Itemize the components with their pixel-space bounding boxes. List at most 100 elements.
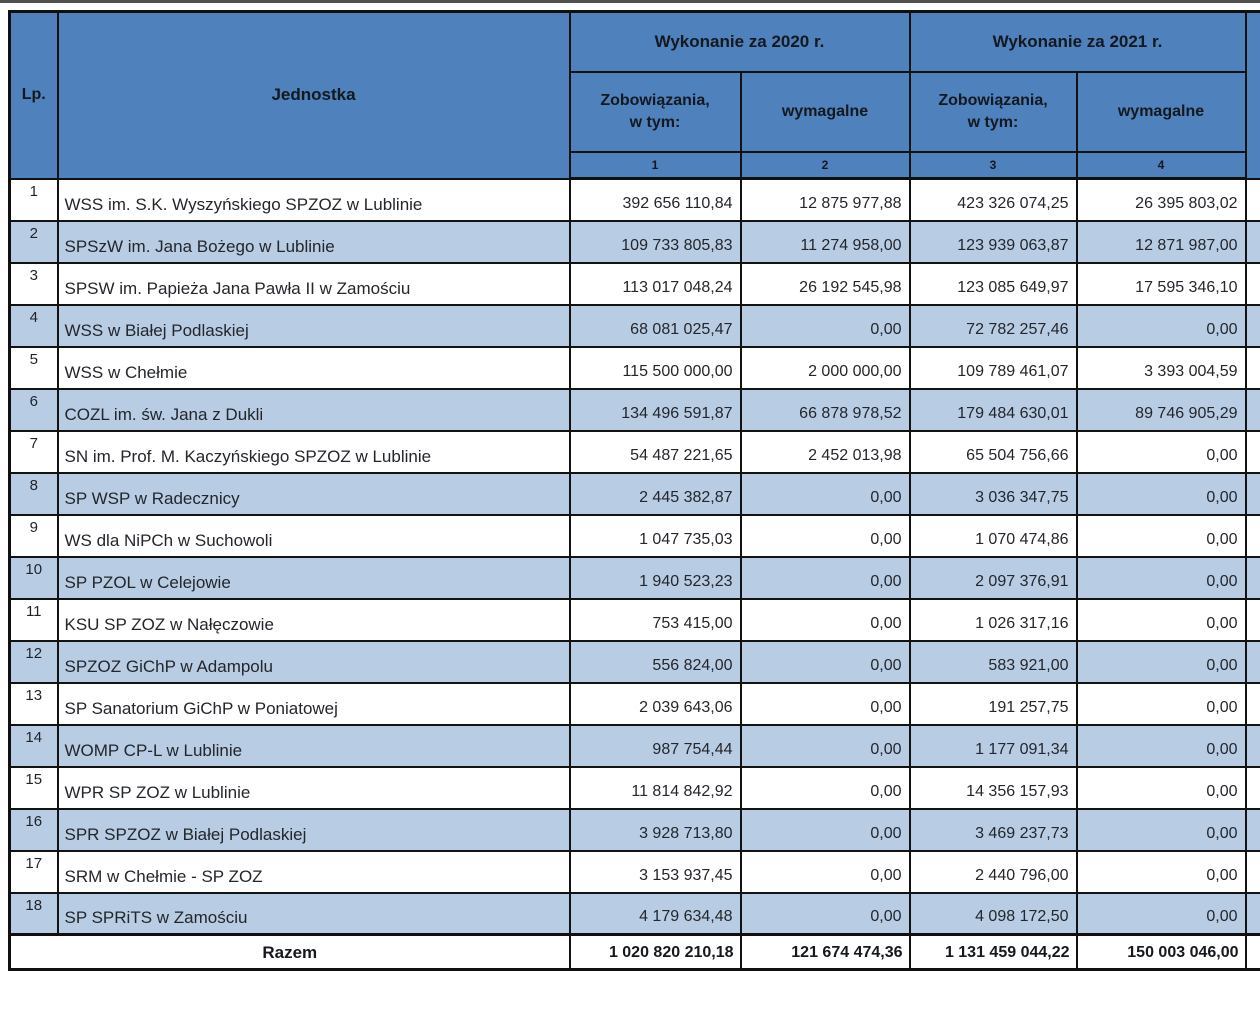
- cutoff-cell: [1244, 723, 1260, 768]
- col-header-wymagalne-2021: wymagalne: [1075, 70, 1247, 153]
- amount-2020-wymagalne: 0,00: [739, 891, 911, 936]
- row-number: 12: [8, 639, 59, 684]
- table-row: 14 WOMP CP-L w Lublinie 987 754,44 0,00 1 17…: [8, 723, 1260, 768]
- unit-name: WSS w Chełmie: [56, 345, 571, 390]
- table-row: 11 KSU SP ZOZ w Nałęczowie 753 415,00 0,00 1…: [8, 597, 1260, 642]
- unit-name: SP SPRiTS w Zamościu: [56, 891, 571, 936]
- amount-2020-zobowiazania: 4 179 634,48: [568, 891, 742, 936]
- row-number: 7: [8, 429, 59, 474]
- cutoff-cell: [1244, 177, 1260, 222]
- row-number: 5: [8, 345, 59, 390]
- table-row: 2 SPSzW im. Jana Bożego w Lublinie 109 733…: [8, 219, 1260, 264]
- cutoff-cell: [1244, 513, 1260, 558]
- cutoff-cell: [1244, 387, 1260, 432]
- amount-2020-zobowiazania: 68 081 025,47: [568, 303, 742, 348]
- cutoff-cell: [1244, 261, 1260, 306]
- row-number: 17: [8, 849, 59, 894]
- amount-2021-zobowiazania: 109 789 461,07: [908, 345, 1078, 390]
- col-number-4: 4: [1075, 150, 1247, 180]
- col-number-2: 2: [739, 150, 911, 180]
- col-group-2021: Wykonanie za 2021 r.: [908, 10, 1247, 73]
- unit-name: SPSzW im. Jana Bożego w Lublinie: [56, 219, 571, 264]
- cutoff-next-column: [1244, 10, 1260, 180]
- liabilities-table: Lp. Jednostka Wykonanie za 2020 r. Wykon…: [8, 10, 1260, 971]
- table-row: 7 SN im. Prof. M. Kaczyńskiego SPZOZ w Lu…: [8, 429, 1260, 474]
- amount-2020-wymagalne: 0,00: [739, 555, 911, 600]
- row-number: 11: [8, 597, 59, 642]
- amount-2021-zobowiazania: 2 097 376,91: [908, 555, 1078, 600]
- amount-2020-zobowiazania: 115 500 000,00: [568, 345, 742, 390]
- table-row: 10 SP PZOL w Celejowie 1 940 523,23 0,00 2 0…: [8, 555, 1260, 600]
- amount-2020-zobowiazania: 113 017 048,24: [568, 261, 742, 306]
- header-number-row: 1 2 3 4: [10, 150, 1260, 180]
- row-number: 3: [8, 261, 59, 306]
- amount-2020-wymagalne: 66 878 978,52: [739, 387, 911, 432]
- amount-2020-zobowiazania: 11 814 842,92: [568, 765, 742, 810]
- amount-2021-zobowiazania: 123 085 649,97: [908, 261, 1078, 306]
- cutoff-cell: [1244, 345, 1260, 390]
- col-group-2020: Wykonanie za 2020 r.: [568, 10, 911, 73]
- amount-2021-wymagalne: 0,00: [1075, 807, 1247, 852]
- amount-2020-wymagalne: 0,00: [739, 765, 911, 810]
- amount-2021-wymagalne: 89 746 905,29: [1075, 387, 1247, 432]
- amount-2020-zobowiazania: 3 153 937,45: [568, 849, 742, 894]
- table-row: 3 SPSW im. Papieża Jana Pawła II w Zamośc…: [8, 261, 1260, 306]
- amount-2020-zobowiazania: 987 754,44: [568, 723, 742, 768]
- amount-2021-zobowiazania: 3 469 237,73: [908, 807, 1078, 852]
- amount-2021-zobowiazania: 123 939 063,87: [908, 219, 1078, 264]
- amount-2020-wymagalne: 0,00: [739, 723, 911, 768]
- cutoff-cell: [1244, 933, 1260, 971]
- amount-2021-wymagalne: 0,00: [1075, 723, 1247, 768]
- cutoff-cell: [1244, 639, 1260, 684]
- amount-2020-zobowiazania: 1 047 735,03: [568, 513, 742, 558]
- row-number: 14: [8, 723, 59, 768]
- amount-2020-wymagalne: 0,00: [739, 597, 911, 642]
- amount-2020-zobowiazania: 556 824,00: [568, 639, 742, 684]
- table-row: 4 WSS w Białej Podlaskiej 68 081 025,47 0,0…: [8, 303, 1260, 348]
- amount-2020-zobowiazania: 3 928 713,80: [568, 807, 742, 852]
- amount-2021-zobowiazania: 72 782 257,46: [908, 303, 1078, 348]
- amount-2020-wymagalne: 0,00: [739, 639, 911, 684]
- col-header-zobowiazania-2020: Zobowiązania, w tym:: [568, 70, 742, 153]
- table-row: 13 SP Sanatorium GiChP w Poniatowej 2 039 …: [8, 681, 1260, 726]
- amount-2021-zobowiazania: 583 921,00: [908, 639, 1078, 684]
- col-number-1: 1: [568, 150, 742, 180]
- amount-2021-wymagalne: 0,00: [1075, 303, 1247, 348]
- table-container: Lp. Jednostka Wykonanie za 2020 r. Wykon…: [8, 10, 1260, 1024]
- col-header-zobowiazania-2021: Zobowiązania, w tym:: [908, 70, 1078, 153]
- unit-name: SP PZOL w Celejowie: [56, 555, 571, 600]
- amount-2021-zobowiazania: 1 177 091,34: [908, 723, 1078, 768]
- total-2021-zobowiazania: 1 131 459 044,22: [908, 933, 1078, 971]
- amount-2021-wymagalne: 17 595 346,10: [1075, 261, 1247, 306]
- amount-2021-wymagalne: 12 871 987,00: [1075, 219, 1247, 264]
- unit-name: WSS im. S.K. Wyszyńskiego SPZOZ w Lublin…: [56, 177, 571, 222]
- col-header-lp: Lp.: [8, 10, 59, 180]
- cutoff-cell: [1244, 891, 1260, 936]
- table-row: 5 WSS w Chełmie 115 500 000,00 2 000 000,00…: [8, 345, 1260, 390]
- amount-2021-zobowiazania: 1 026 317,16: [908, 597, 1078, 642]
- cutoff-cell: [1244, 849, 1260, 894]
- row-number: 4: [8, 303, 59, 348]
- amount-2021-zobowiazania: 3 036 347,75: [908, 471, 1078, 516]
- amount-2021-wymagalne: 0,00: [1075, 555, 1247, 600]
- amount-2021-wymagalne: 0,00: [1075, 513, 1247, 558]
- table-row: 12 SPZOZ GiChP w Adampolu 556 824,00 0,00 58…: [8, 639, 1260, 684]
- amount-2020-zobowiazania: 54 487 221,65: [568, 429, 742, 474]
- amount-2021-wymagalne: 0,00: [1075, 429, 1247, 474]
- amount-2021-zobowiazania: 4 098 172,50: [908, 891, 1078, 936]
- unit-name: WOMP CP-L w Lublinie: [56, 723, 571, 768]
- row-number: 9: [8, 513, 59, 558]
- amount-2020-wymagalne: 0,00: [739, 303, 911, 348]
- row-number: 6: [8, 387, 59, 432]
- amount-2020-zobowiazania: 753 415,00: [568, 597, 742, 642]
- amount-2020-zobowiazania: 1 940 523,23: [568, 555, 742, 600]
- amount-2021-zobowiazania: 2 440 796,00: [908, 849, 1078, 894]
- row-number: 16: [8, 807, 59, 852]
- cutoff-cell: [1244, 597, 1260, 642]
- cutoff-cell: [1244, 429, 1260, 474]
- table-row: 1 WSS im. S.K. Wyszyńskiego SPZOZ w Lubli…: [8, 177, 1260, 222]
- amount-2021-wymagalne: 0,00: [1075, 639, 1247, 684]
- unit-name: WSS w Białej Podlaskiej: [56, 303, 571, 348]
- amount-2021-zobowiazania: 423 326 074,25: [908, 177, 1078, 222]
- table-row: 9 WS dla NiPCh w Suchowoli 1 047 735,03 0,0…: [8, 513, 1260, 558]
